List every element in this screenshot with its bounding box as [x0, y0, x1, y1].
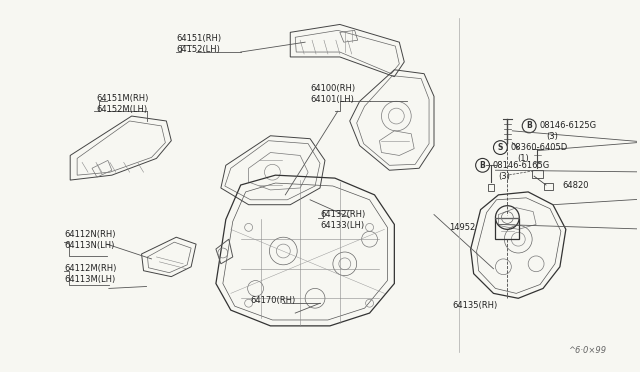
- Text: (3): (3): [499, 171, 510, 181]
- Text: (3): (3): [546, 132, 558, 141]
- Text: S: S: [498, 143, 503, 152]
- Text: 08360-6405D: 08360-6405D: [510, 143, 568, 152]
- Text: 64152(LH): 64152(LH): [176, 45, 220, 54]
- Text: 64113N(LH): 64113N(LH): [64, 241, 115, 250]
- Text: B: B: [480, 161, 486, 170]
- Text: 64100(RH): 64100(RH): [310, 84, 355, 93]
- Text: 08146-6125G: 08146-6125G: [539, 121, 596, 131]
- Text: 64132(RH): 64132(RH): [320, 210, 365, 219]
- Text: 64151M(RH): 64151M(RH): [96, 94, 148, 103]
- Text: ^6·0×99: ^6·0×99: [568, 346, 606, 355]
- Text: 64170(RH): 64170(RH): [251, 296, 296, 305]
- Text: 64152M(LH): 64152M(LH): [96, 105, 147, 114]
- Text: 64101(LH): 64101(LH): [310, 95, 354, 104]
- Text: 08146-6165G: 08146-6165G: [493, 161, 550, 170]
- Text: 64820: 64820: [562, 180, 588, 189]
- Text: 64135(RH): 64135(RH): [453, 301, 498, 310]
- Text: 64112M(RH): 64112M(RH): [64, 264, 116, 273]
- Text: 64133(LH): 64133(LH): [320, 221, 364, 230]
- Text: 64113M(LH): 64113M(LH): [64, 275, 115, 284]
- Text: B: B: [526, 121, 532, 131]
- Text: 64112N(RH): 64112N(RH): [64, 230, 116, 239]
- Text: 14952: 14952: [449, 223, 475, 232]
- Text: (1): (1): [517, 154, 529, 163]
- Text: 64151(RH): 64151(RH): [176, 34, 221, 43]
